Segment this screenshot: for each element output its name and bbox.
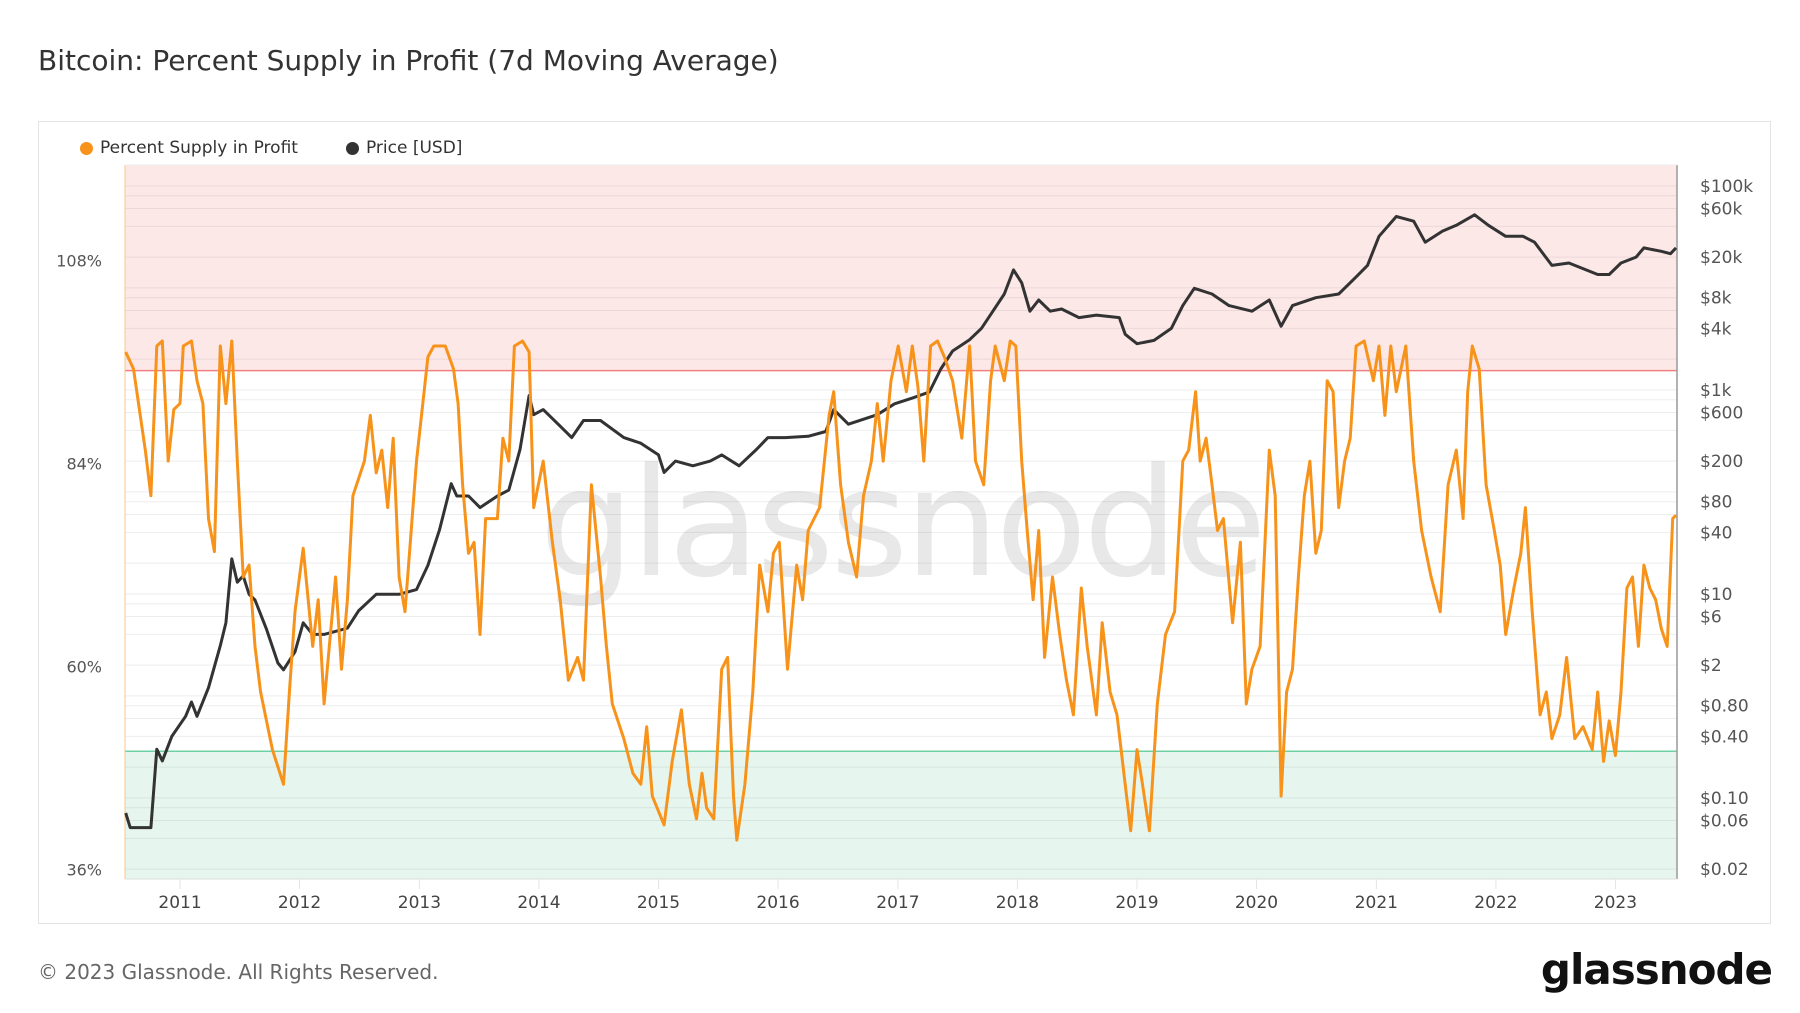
y-left-tick-label: 36% [66, 861, 102, 880]
y-right-tick-label: $40 [1700, 523, 1732, 543]
y-right-tick-label: $0.40 [1700, 727, 1749, 747]
zone-band [125, 165, 1677, 371]
y-left-tick-label: 84% [66, 455, 102, 474]
price-line [124, 213, 1678, 830]
legend-label: Price [USD] [365, 138, 463, 158]
x-tick-label: 2012 [278, 893, 321, 913]
watermark: glassnode [539, 437, 1262, 611]
x-tick-label: 2019 [1115, 893, 1158, 913]
y-right-tick-label: $100k [1700, 177, 1753, 197]
x-tick-label: 2023 [1594, 893, 1637, 913]
y-right-tick-label: $20k [1700, 248, 1742, 268]
glassnode-logo: glassnode [1540, 945, 1773, 994]
zone-band [125, 751, 1677, 879]
x-tick-label: 2020 [1235, 893, 1278, 913]
y-right-tick-label: $10 [1700, 585, 1732, 605]
legend: Percent Supply in Profit Price [USD] [80, 138, 462, 158]
y-right-tick-label: $0.10 [1700, 789, 1749, 809]
y-left-tick-label: 60% [66, 658, 102, 677]
y-right-tick-label: $0.02 [1700, 860, 1749, 880]
y-right-tick-label: $2 [1700, 656, 1722, 676]
copyright-text: © 2023 Glassnode. All Rights Reserved. [38, 960, 439, 984]
y-right-tick-label: $4k [1700, 319, 1732, 339]
x-tick-label: 2017 [876, 893, 919, 913]
y-right-tick-label: $80 [1700, 493, 1732, 513]
x-tick-label: 2011 [158, 893, 201, 913]
y-right-tick-label: $1k [1700, 381, 1732, 401]
y-right-tick-label: $60k [1700, 199, 1742, 219]
x-tick-label: 2021 [1355, 893, 1398, 913]
y-left-tick-label: 108% [56, 252, 102, 271]
x-tick-label: 2016 [756, 893, 799, 913]
x-tick-label: 2018 [996, 893, 1039, 913]
legend-label: Percent Supply in Profit [100, 138, 298, 158]
y-right-tick-label: $200 [1700, 452, 1743, 472]
x-tick-label: 2014 [517, 893, 560, 913]
x-tick-label: 2022 [1474, 893, 1517, 913]
chart-title: Bitcoin: Percent Supply in Profit (7d Mo… [38, 44, 779, 77]
chart-container [38, 121, 1771, 924]
y-right-tick-label: $600 [1700, 403, 1743, 423]
y-right-tick-label: $0.80 [1700, 697, 1749, 717]
legend-dot-orange [80, 141, 93, 155]
x-tick-label: 2015 [637, 893, 680, 913]
x-tick-label: 2013 [398, 893, 441, 913]
y-right-tick-label: $6 [1700, 607, 1722, 627]
legend-dot-black [345, 141, 359, 155]
y-right-tick-label: $0.06 [1700, 811, 1749, 831]
y-right-tick-label: $8k [1700, 289, 1732, 309]
legend-item-percent-supply[interactable]: Percent Supply in Profit [80, 138, 298, 158]
percent-supply-line [124, 339, 1678, 842]
legend-item-price[interactable]: Price [USD] [345, 138, 463, 158]
